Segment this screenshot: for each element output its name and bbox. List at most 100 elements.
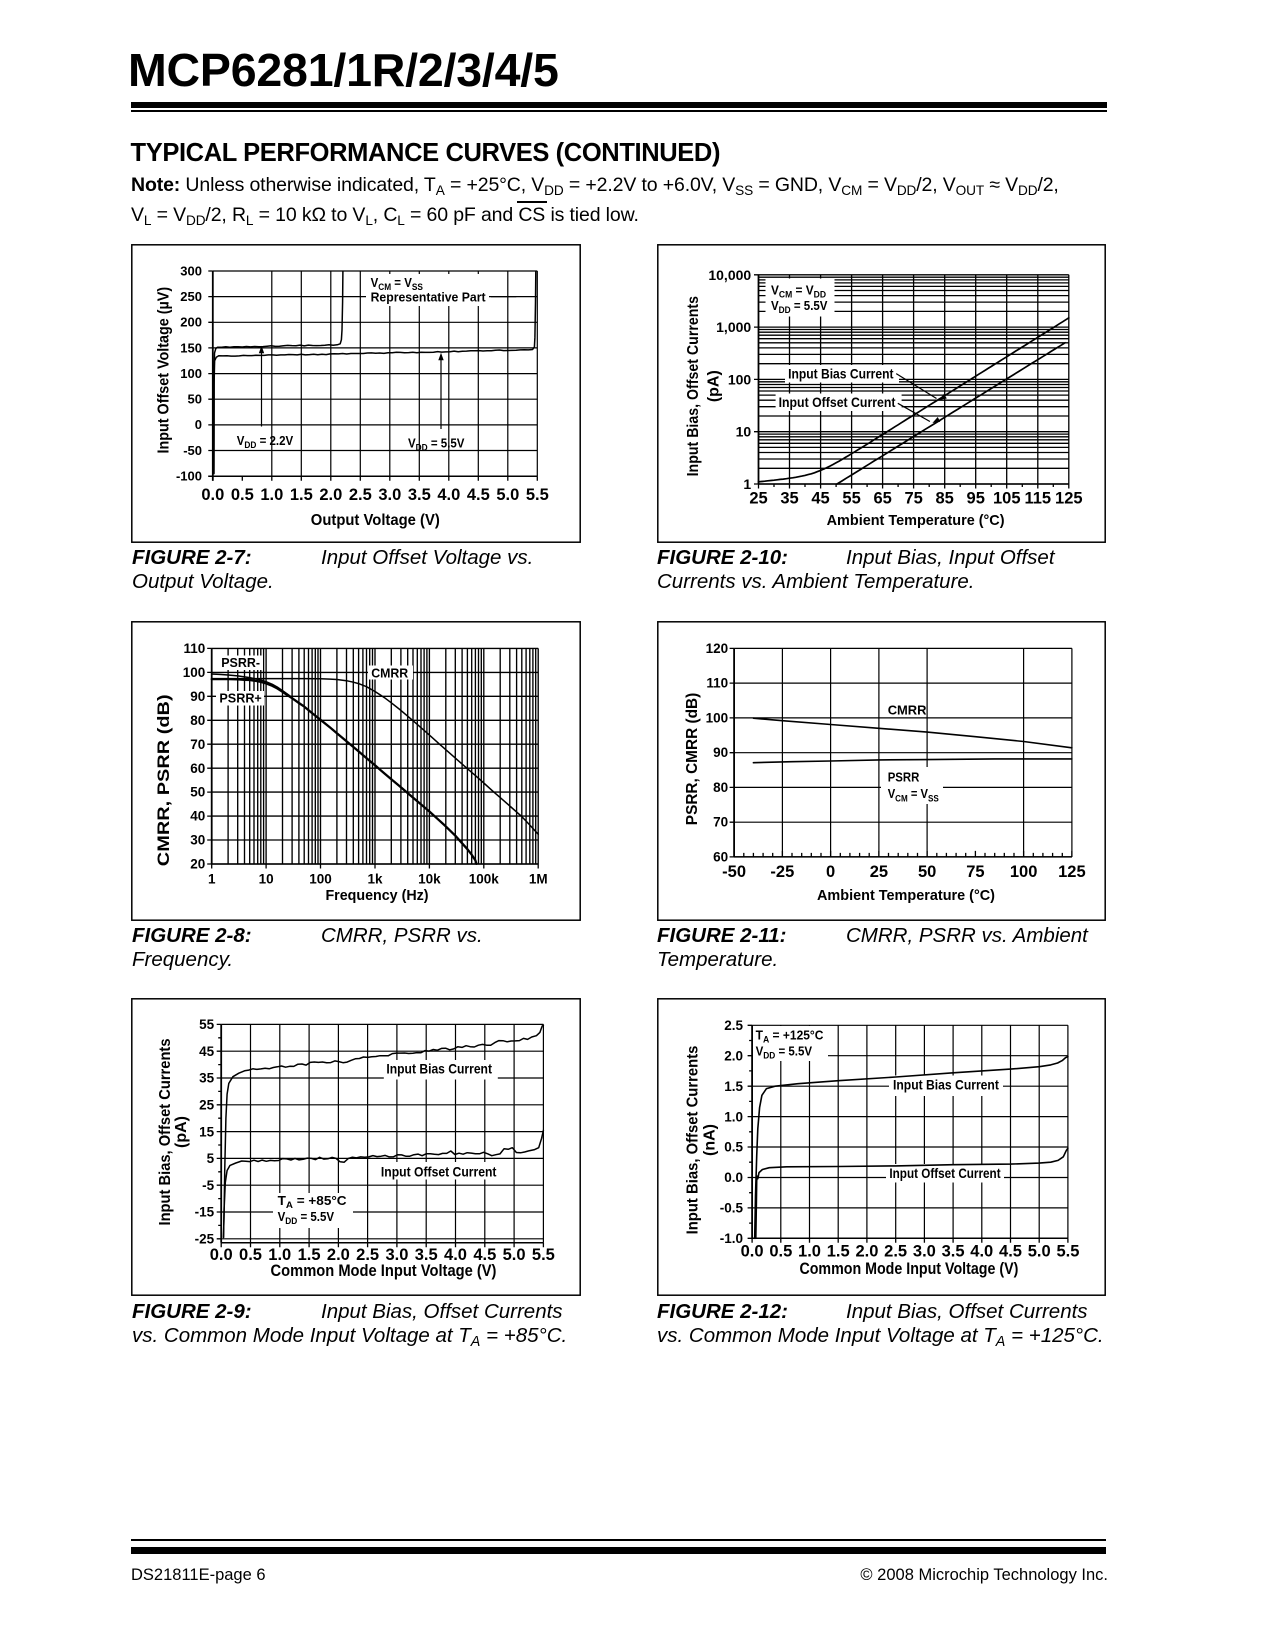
svg-text:4.5: 4.5 — [467, 486, 490, 504]
svg-text:50: 50 — [190, 785, 205, 800]
svg-text:25: 25 — [870, 863, 888, 881]
svg-text:CMRR: CMRR — [371, 666, 409, 681]
svg-text:3.5: 3.5 — [942, 1242, 965, 1260]
svg-text:60: 60 — [190, 761, 205, 776]
svg-text:150: 150 — [180, 340, 202, 355]
svg-text:105: 105 — [993, 490, 1021, 508]
svg-text:70: 70 — [190, 737, 205, 752]
svg-text:2.0: 2.0 — [724, 1048, 743, 1063]
svg-text:-0.5: -0.5 — [720, 1201, 744, 1216]
svg-text:115: 115 — [1024, 490, 1051, 508]
svg-text:35: 35 — [780, 490, 798, 508]
svg-text:0.0: 0.0 — [741, 1242, 764, 1260]
svg-text:Input Offset Current: Input Offset Current — [889, 1165, 1000, 1181]
svg-text:3.0: 3.0 — [913, 1242, 936, 1260]
svg-text:Common Mode Input Voltage (V): Common Mode Input Voltage (V) — [799, 1260, 1018, 1278]
svg-text:90: 90 — [713, 745, 728, 760]
svg-text:60: 60 — [713, 849, 728, 864]
svg-text:80: 80 — [190, 713, 205, 728]
svg-text:Input Bias Current: Input Bias Current — [386, 1061, 492, 1077]
svg-text:80: 80 — [713, 780, 728, 795]
svg-text:55: 55 — [199, 1017, 215, 1032]
svg-text:-50: -50 — [183, 443, 202, 458]
svg-text:110: 110 — [706, 676, 728, 691]
svg-text:10: 10 — [736, 424, 752, 440]
svg-text:Input Offset Voltage (µV): Input Offset Voltage (µV) — [156, 287, 173, 454]
svg-text:TA = +125°C: TA = +125°C — [756, 1028, 824, 1045]
svg-text:CMRR: CMRR — [888, 703, 927, 718]
svg-text:5: 5 — [207, 1151, 215, 1166]
svg-text:Representative Part: Representative Part — [371, 290, 487, 305]
svg-text:1.0: 1.0 — [724, 1109, 743, 1124]
svg-text:2.0: 2.0 — [327, 1246, 350, 1264]
svg-text:2.5: 2.5 — [884, 1242, 907, 1260]
svg-text:15: 15 — [199, 1124, 215, 1139]
svg-text:PSRR: PSRR — [888, 770, 920, 785]
svg-text:0.5: 0.5 — [239, 1246, 262, 1264]
svg-text:1: 1 — [208, 871, 216, 886]
svg-text:Input Offset Current: Input Offset Current — [381, 1164, 497, 1180]
svg-text:0.5: 0.5 — [231, 486, 254, 504]
svg-text:5.0: 5.0 — [1028, 1242, 1051, 1260]
svg-text:120: 120 — [706, 641, 729, 656]
svg-text:Output Voltage (V): Output Voltage (V) — [311, 512, 440, 529]
svg-text:1,000: 1,000 — [716, 319, 751, 335]
svg-text:50: 50 — [188, 392, 202, 407]
svg-text:20: 20 — [190, 857, 205, 872]
svg-text:Input Bias, Offset Currents: Input Bias, Offset Currents — [685, 296, 702, 476]
svg-text:Input Bias, Offset Currents: Input Bias, Offset Currents — [685, 1046, 702, 1235]
svg-text:1.5: 1.5 — [724, 1079, 743, 1094]
svg-text:-5: -5 — [202, 1178, 214, 1193]
svg-text:10: 10 — [259, 871, 274, 886]
svg-text:200: 200 — [180, 315, 202, 330]
svg-text:2.5: 2.5 — [724, 1018, 743, 1033]
svg-text:1.0: 1.0 — [268, 1246, 291, 1264]
svg-text:Frequency (Hz): Frequency (Hz) — [325, 888, 428, 904]
svg-text:Ambient Temperature (°C): Ambient Temperature (°C) — [827, 512, 1005, 529]
svg-text:1.5: 1.5 — [290, 486, 313, 504]
svg-text:PSRR+: PSRR+ — [219, 690, 262, 705]
svg-text:PSRR-: PSRR- — [221, 655, 260, 670]
svg-text:-100: -100 — [176, 469, 202, 484]
svg-text:2.0: 2.0 — [855, 1242, 878, 1260]
svg-text:75: 75 — [904, 490, 922, 508]
svg-text:-50: -50 — [722, 863, 746, 881]
svg-text:0.5: 0.5 — [769, 1242, 792, 1260]
svg-text:2.5: 2.5 — [349, 486, 372, 504]
svg-text:4.5: 4.5 — [473, 1246, 496, 1264]
svg-text:125: 125 — [1058, 863, 1086, 881]
svg-text:10k: 10k — [418, 871, 441, 886]
svg-text:35: 35 — [199, 1071, 215, 1086]
svg-text:100: 100 — [180, 366, 202, 381]
svg-text:Input Bias Current: Input Bias Current — [893, 1077, 999, 1093]
svg-text:1.5: 1.5 — [827, 1242, 850, 1260]
svg-text:3.5: 3.5 — [415, 1246, 438, 1264]
svg-text:4.5: 4.5 — [999, 1242, 1022, 1260]
svg-text:110: 110 — [184, 641, 206, 656]
svg-text:4.0: 4.0 — [437, 486, 460, 504]
svg-text:125: 125 — [1055, 490, 1083, 508]
svg-text:3.5: 3.5 — [408, 486, 431, 504]
svg-text:-25: -25 — [770, 863, 794, 881]
svg-text:Input Bias, Offset Currents: Input Bias, Offset Currents — [157, 1038, 174, 1225]
svg-text:90: 90 — [190, 689, 205, 704]
svg-text:4.0: 4.0 — [444, 1246, 467, 1264]
svg-text:100: 100 — [728, 371, 752, 387]
svg-text:1.5: 1.5 — [298, 1246, 321, 1264]
svg-text:CMRR, PSRR (dB): CMRR, PSRR (dB) — [154, 694, 173, 866]
svg-text:Input Bias Current: Input Bias Current — [788, 366, 894, 382]
svg-text:25: 25 — [199, 1098, 215, 1113]
svg-text:5.5: 5.5 — [532, 1246, 555, 1264]
svg-text:95: 95 — [967, 490, 985, 508]
svg-text:1.0: 1.0 — [798, 1242, 821, 1260]
svg-text:100: 100 — [309, 871, 332, 886]
svg-text:100: 100 — [183, 665, 206, 680]
svg-text:0: 0 — [826, 863, 835, 881]
svg-text:0.0: 0.0 — [724, 1170, 743, 1185]
svg-text:1k: 1k — [367, 871, 383, 886]
svg-text:45: 45 — [811, 490, 829, 508]
svg-text:5.0: 5.0 — [496, 486, 519, 504]
svg-text:100: 100 — [706, 710, 729, 725]
svg-text:Ambient Temperature (°C): Ambient Temperature (°C) — [817, 887, 995, 904]
svg-text:65: 65 — [873, 490, 891, 508]
